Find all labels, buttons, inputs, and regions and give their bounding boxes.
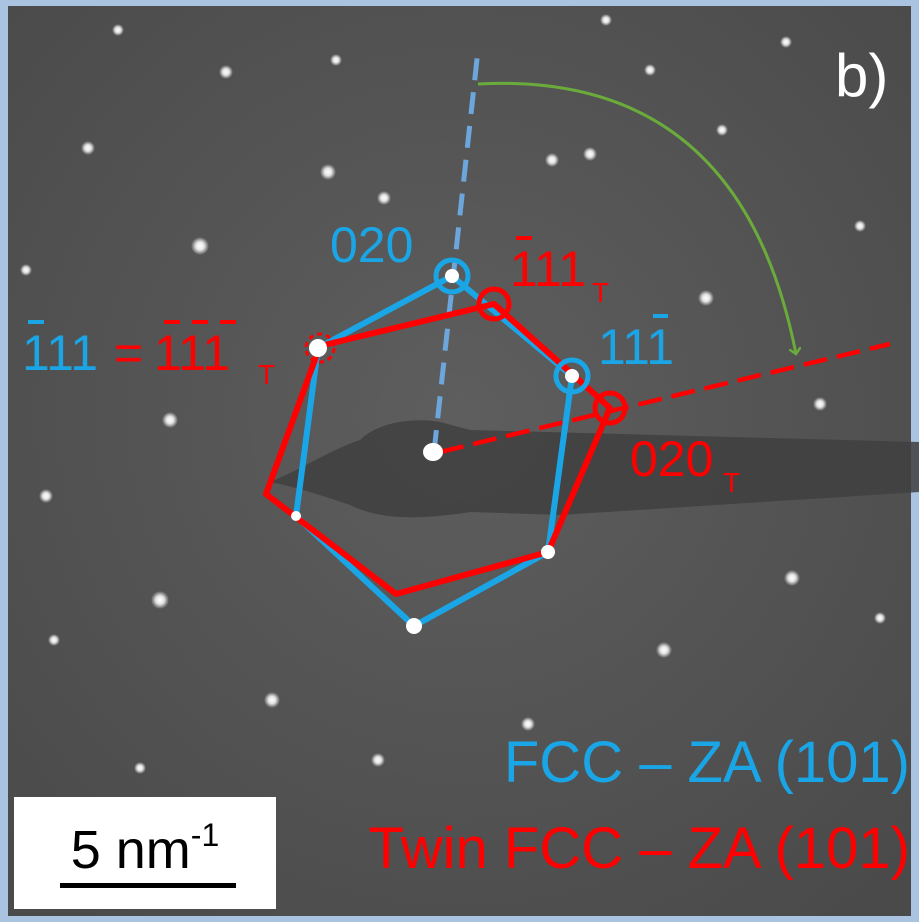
label-fcc-11-1bar: 111 [598, 319, 674, 375]
diffraction-spot [264, 692, 280, 708]
diffraction-spot [377, 191, 391, 205]
spot-shared-1bar11 [309, 339, 327, 357]
diffraction-spot [162, 412, 178, 428]
diffraction-spot [545, 153, 559, 167]
diffraction-spots [20, 14, 886, 774]
twin-1bar11-marker [476, 286, 512, 322]
diffraction-spot [48, 634, 60, 646]
central-beam-spot [423, 443, 443, 461]
diffraction-spot [698, 290, 714, 306]
diffraction-spot [644, 64, 656, 76]
scale-bar-exponent: -1 [190, 817, 220, 853]
diffraction-spot [134, 762, 146, 774]
label-fcc-1bar11: 111 [22, 325, 98, 381]
diffraction-spot [151, 591, 169, 609]
spot-bottom [406, 618, 422, 634]
diffraction-spot [656, 642, 672, 658]
spot-fcc-020 [445, 269, 459, 283]
spot-fcc-11-1bar [565, 369, 579, 383]
diffraction-spot [784, 570, 800, 586]
diffraction-spot [583, 147, 597, 161]
panel-label: b) [835, 42, 888, 109]
twin-axis-line [439, 341, 891, 455]
label-twin-1bar1bar1-sub: T [258, 359, 275, 390]
diffraction-spot [600, 14, 612, 26]
diffraction-spot [330, 54, 342, 66]
twin-020-marker [592, 390, 628, 426]
diffraction-spot [716, 124, 728, 136]
scale-bar: 5 nm-1 [14, 797, 276, 909]
label-equals: = [114, 325, 143, 381]
scale-bar-label: 5 nm-1 [14, 803, 276, 882]
fcc-020-marker [433, 257, 471, 295]
label-twin-020: 020 [630, 431, 713, 487]
diffraction-spot [320, 164, 336, 180]
label-twin-020-sub: T [723, 467, 740, 498]
diffraction-spot [81, 141, 95, 155]
diffraction-spot [521, 717, 535, 731]
label-twin-1bar11-sub: T [592, 277, 609, 308]
spot-right-lower [541, 545, 555, 559]
diffraction-spot [854, 220, 866, 232]
rotation-arrow [477, 81, 796, 354]
label-fcc-020: 020 [330, 217, 413, 273]
diffraction-spot [39, 489, 53, 503]
diffraction-spot [371, 753, 385, 767]
diffraction-spot [112, 24, 124, 36]
diffraction-spot [20, 264, 32, 276]
fcc-11-1bar-marker [553, 357, 591, 395]
spot-left-lower [291, 511, 301, 521]
diffraction-spot [813, 397, 827, 411]
diffraction-spot [219, 65, 233, 79]
diffraction-spot [780, 36, 792, 48]
twin-shared-marker [304, 332, 336, 364]
label-twin-1bar1bar1: 111 [154, 325, 230, 381]
label-twin-1bar11: 111 [510, 241, 586, 297]
legend-fcc: FCC – ZA (101) [504, 730, 910, 795]
legend-twin: Twin FCC – ZA (101) [369, 816, 910, 881]
diffraction-spot [191, 237, 209, 255]
scale-bar-value: 5 nm [70, 820, 191, 880]
scale-bar-line [60, 883, 236, 888]
diffraction-spot [874, 612, 886, 624]
